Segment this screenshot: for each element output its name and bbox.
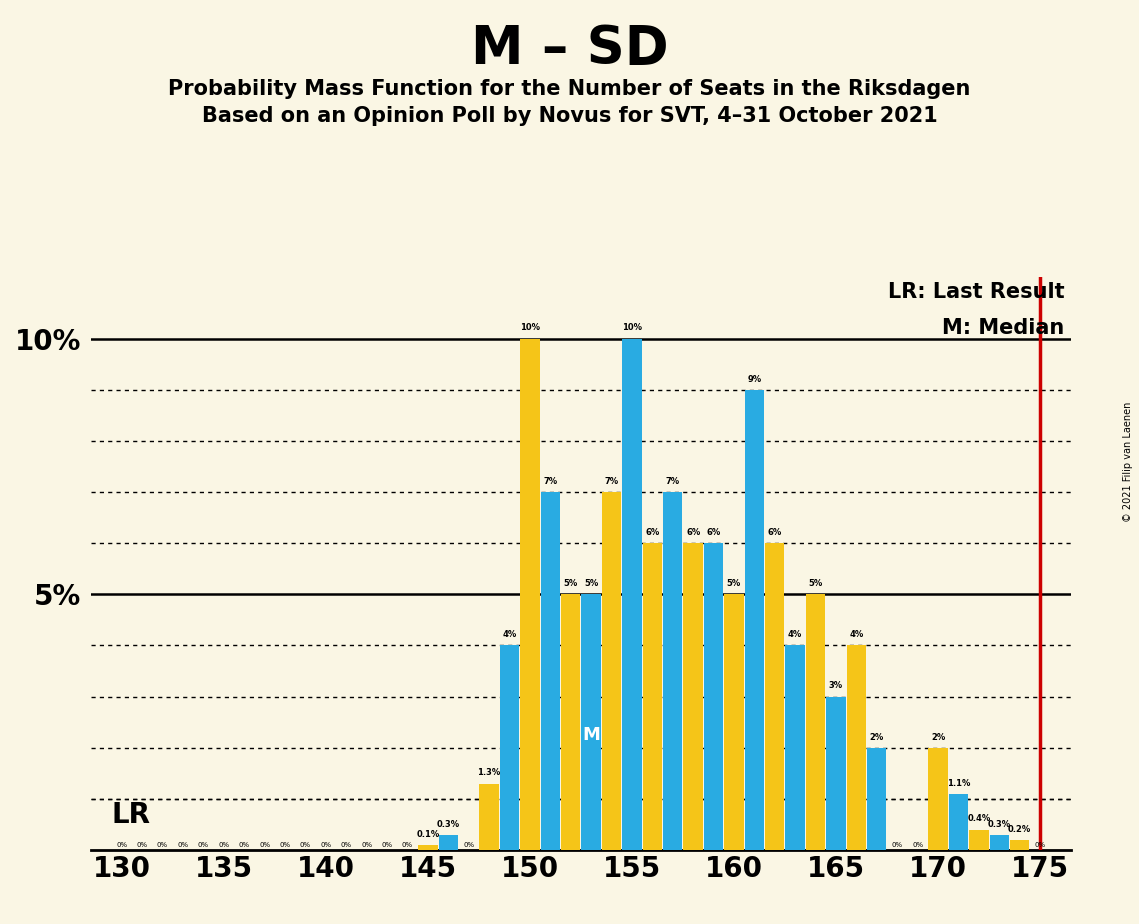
Text: 0%: 0% bbox=[912, 842, 924, 847]
Text: 5%: 5% bbox=[727, 579, 741, 589]
Bar bbox=[562, 594, 581, 850]
Text: 0%: 0% bbox=[238, 842, 249, 847]
Text: 2%: 2% bbox=[870, 733, 884, 742]
Bar bbox=[867, 748, 886, 850]
Text: 0%: 0% bbox=[157, 842, 169, 847]
Text: 0.3%: 0.3% bbox=[436, 820, 460, 829]
Text: M – SD: M – SD bbox=[470, 23, 669, 75]
Bar bbox=[949, 794, 968, 850]
Text: 0%: 0% bbox=[1034, 842, 1046, 847]
Text: 0%: 0% bbox=[279, 842, 290, 847]
Bar bbox=[663, 492, 682, 850]
Text: 7%: 7% bbox=[605, 477, 618, 486]
Text: 0%: 0% bbox=[892, 842, 903, 847]
Text: 5%: 5% bbox=[564, 579, 577, 589]
Text: 1.3%: 1.3% bbox=[477, 769, 501, 777]
Text: 3%: 3% bbox=[829, 682, 843, 690]
Bar bbox=[786, 646, 805, 850]
Bar bbox=[439, 834, 458, 850]
Bar bbox=[928, 748, 948, 850]
Bar bbox=[541, 492, 560, 850]
Bar bbox=[724, 594, 744, 850]
Text: 4%: 4% bbox=[788, 630, 802, 639]
Bar bbox=[500, 646, 519, 850]
Bar bbox=[622, 338, 641, 850]
Text: M: M bbox=[582, 726, 600, 744]
Text: M: Median: M: Median bbox=[942, 318, 1065, 338]
Text: 6%: 6% bbox=[686, 528, 700, 537]
Bar bbox=[969, 830, 989, 850]
Text: © 2021 Filip van Laenen: © 2021 Filip van Laenen bbox=[1123, 402, 1133, 522]
Bar bbox=[581, 594, 600, 850]
Bar bbox=[826, 697, 845, 850]
Bar bbox=[765, 543, 785, 850]
Text: 0%: 0% bbox=[137, 842, 148, 847]
Text: 0.3%: 0.3% bbox=[988, 820, 1010, 829]
Text: LR: Last Result: LR: Last Result bbox=[888, 283, 1065, 302]
Text: 2%: 2% bbox=[931, 733, 945, 742]
Bar bbox=[806, 594, 826, 850]
Bar bbox=[642, 543, 662, 850]
Text: 0%: 0% bbox=[341, 842, 352, 847]
Text: 0%: 0% bbox=[116, 842, 128, 847]
Text: 0%: 0% bbox=[402, 842, 413, 847]
Bar bbox=[683, 543, 703, 850]
Bar bbox=[521, 338, 540, 850]
Text: 0%: 0% bbox=[219, 842, 229, 847]
Text: 1.1%: 1.1% bbox=[947, 779, 970, 787]
Bar bbox=[990, 834, 1009, 850]
Text: 7%: 7% bbox=[543, 477, 557, 486]
Bar bbox=[1010, 840, 1030, 850]
Text: 6%: 6% bbox=[645, 528, 659, 537]
Text: 0.4%: 0.4% bbox=[967, 814, 991, 823]
Text: 6%: 6% bbox=[706, 528, 721, 537]
Text: 0%: 0% bbox=[320, 842, 331, 847]
Bar bbox=[480, 784, 499, 850]
Text: 5%: 5% bbox=[809, 579, 822, 589]
Text: 10%: 10% bbox=[622, 323, 642, 333]
Text: 0%: 0% bbox=[300, 842, 311, 847]
Text: 0%: 0% bbox=[361, 842, 372, 847]
Text: 4%: 4% bbox=[850, 630, 863, 639]
Text: 0%: 0% bbox=[464, 842, 474, 847]
Text: 0%: 0% bbox=[178, 842, 189, 847]
Text: 4%: 4% bbox=[502, 630, 517, 639]
Text: 0%: 0% bbox=[382, 842, 393, 847]
Bar bbox=[846, 646, 866, 850]
Text: 0.2%: 0.2% bbox=[1008, 825, 1031, 833]
Text: 9%: 9% bbox=[747, 374, 761, 383]
Text: 0%: 0% bbox=[198, 842, 208, 847]
Text: 7%: 7% bbox=[665, 477, 680, 486]
Bar bbox=[745, 390, 764, 850]
Bar bbox=[418, 845, 437, 850]
Text: 6%: 6% bbox=[768, 528, 781, 537]
Bar bbox=[704, 543, 723, 850]
Text: 0%: 0% bbox=[259, 842, 270, 847]
Bar bbox=[601, 492, 621, 850]
Text: 0.1%: 0.1% bbox=[416, 830, 440, 839]
Text: 10%: 10% bbox=[519, 323, 540, 333]
Text: Based on an Opinion Poll by Novus for SVT, 4–31 October 2021: Based on an Opinion Poll by Novus for SV… bbox=[202, 106, 937, 127]
Text: 5%: 5% bbox=[584, 579, 598, 589]
Text: LR: LR bbox=[112, 801, 150, 830]
Text: Probability Mass Function for the Number of Seats in the Riksdagen: Probability Mass Function for the Number… bbox=[169, 79, 970, 99]
